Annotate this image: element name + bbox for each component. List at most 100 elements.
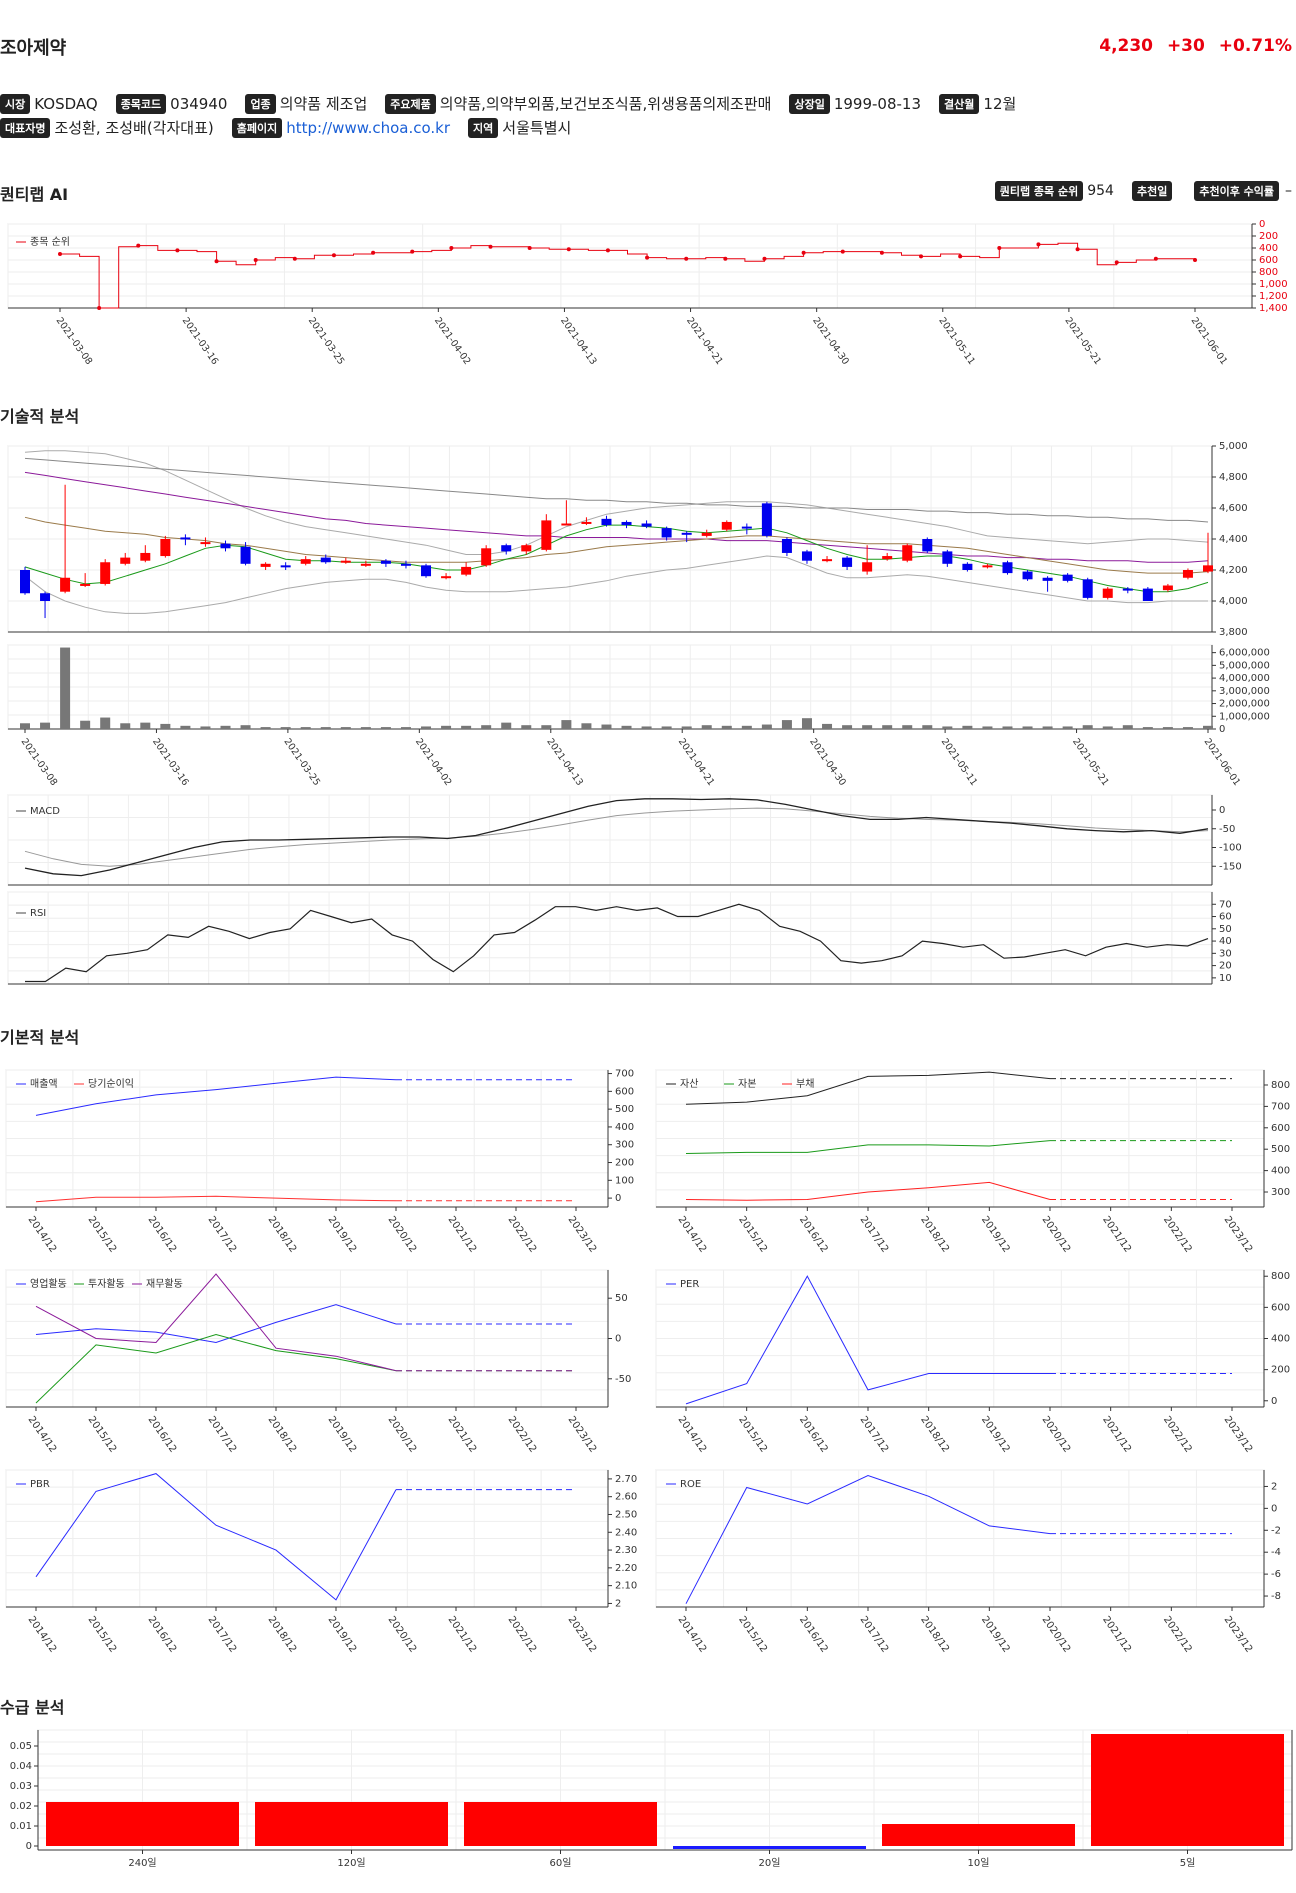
x-tick-label: 120일 (337, 1857, 365, 1869)
market-label: 시장 (0, 93, 31, 114)
candle-body (421, 565, 432, 577)
y-tick-label: 2 (1271, 1481, 1277, 1492)
candle-body (962, 563, 973, 570)
x-tick-label: 2015/12 (86, 1614, 119, 1654)
volume-bar (641, 726, 652, 729)
x-tick-label: 2022/12 (1161, 1214, 1194, 1254)
candle-body (822, 559, 833, 562)
candle-body (1022, 571, 1033, 580)
industry-label: 업종 (245, 93, 276, 114)
candle-body (761, 503, 772, 536)
series-line (35, 1195, 397, 1203)
rank-point (410, 249, 415, 254)
candle-body (1082, 579, 1093, 598)
volume-bar (882, 725, 893, 729)
volume-bar (320, 727, 331, 729)
rank-line (60, 242, 1196, 309)
y-tick-label: 2.70 (615, 1474, 637, 1485)
rank-point (958, 254, 963, 259)
y-tick-label: 50 (615, 1293, 628, 1304)
rank-point (292, 256, 297, 261)
y-tick-label: 30 (1219, 948, 1232, 959)
volume-bar (721, 725, 732, 729)
candle-body (842, 557, 853, 567)
volume-bar (20, 723, 30, 729)
x-tick-label: 2014/12 (26, 1414, 59, 1454)
cashflow-chart: -50 0 50 2014/12 2015/12 2016/12 2017/12 2018/1… (5, 1269, 631, 1455)
price-display: 4,230 +30 +0.71% (1091, 36, 1292, 56)
x-tick-label: 2021/12 (1100, 1414, 1133, 1454)
volume-bar (681, 726, 692, 729)
x-tick-label: 2017/12 (858, 1214, 891, 1254)
y-tick-label: -6 (1271, 1569, 1281, 1580)
candle-body (922, 539, 933, 552)
homepage-link[interactable]: http://www.choa.co.kr (286, 118, 451, 137)
y-tick-label: 0.01 (10, 1821, 32, 1832)
x-tick-label: 2019/12 (979, 1214, 1012, 1254)
volume-bar (441, 725, 452, 729)
x-tick-label: 2020/12 (386, 1414, 419, 1454)
candle-body (621, 521, 632, 526)
assets-chart: 300 400 500 600 700 800 2014/12 2015/12 2016/12 2… (655, 1069, 1290, 1255)
volume-bar (842, 725, 853, 729)
x-tick-label: 2021-04-13 (544, 736, 585, 788)
volume-bar (400, 727, 411, 729)
y-tick-label: -2 (1271, 1525, 1281, 1536)
volume-bar (781, 720, 792, 729)
x-tick-label: 2017/12 (858, 1414, 891, 1454)
x-tick-label: 2016/12 (146, 1414, 179, 1454)
volume-bar (1203, 725, 1213, 729)
x-tick-label: 2018/12 (266, 1414, 299, 1454)
volume-bar (220, 725, 231, 729)
listing-date-value: 1999-08-13 (833, 94, 922, 113)
volume-bar (1022, 726, 1033, 729)
rank-point (527, 246, 532, 250)
supply-bar (464, 1802, 657, 1846)
macd-signal-line (24, 807, 1209, 867)
legend-label: 매출액 (30, 1078, 58, 1090)
fiscal-month-label: 결산월 (939, 93, 980, 114)
y-tick-label: 6,000,000 (1219, 648, 1270, 659)
y-tick-label: 600 (1259, 255, 1278, 266)
x-tick-label: 2020/12 (1040, 1414, 1073, 1454)
x-tick-label: 2021-03-25 (281, 736, 322, 788)
rank-point (449, 246, 454, 250)
x-tick-label: 2020/12 (1040, 1614, 1073, 1654)
candle-body (581, 521, 592, 524)
legend-label: MACD (30, 806, 60, 817)
code-label: 종목코드 (115, 93, 167, 114)
legend-label: 당기순이익 (88, 1078, 134, 1090)
rank-point (488, 244, 493, 249)
rank-point (58, 252, 62, 256)
candle-body (681, 532, 692, 535)
volume-bar (601, 724, 612, 729)
x-tick-label: 10일 (968, 1857, 990, 1869)
y-tick-label: 40 (1219, 936, 1232, 947)
y-tick-label: 700 (615, 1069, 634, 1080)
volume-bar (1142, 727, 1153, 729)
candle-body (280, 565, 291, 568)
candle-body (1122, 588, 1133, 591)
x-tick-label: 60일 (550, 1857, 572, 1869)
x-tick-label: 2021-04-21 (676, 736, 717, 788)
legend-label: 투자활동 (88, 1277, 125, 1290)
x-tick-label: 2015/12 (86, 1214, 119, 1254)
y-tick-label: 4,000 (1219, 596, 1248, 607)
volume-bar (260, 727, 271, 729)
y-tick-label: 400 (1259, 243, 1278, 254)
x-tick-label: 2019/12 (979, 1614, 1012, 1654)
rank-point (331, 253, 336, 258)
x-tick-label: 2014/12 (676, 1214, 709, 1254)
x-tick-label: 2019/12 (326, 1414, 359, 1454)
candle-body (441, 576, 452, 579)
volume-bar (862, 725, 873, 729)
x-tick-label: 2021/12 (1100, 1614, 1133, 1654)
y-tick-label: 2.50 (615, 1509, 637, 1520)
y-tick-label: 800 (1271, 1080, 1290, 1091)
x-tick-label: 2021-03-16 (150, 736, 191, 788)
ma-gray (24, 457, 1209, 523)
x-tick-label: 2021-05-21 (1062, 315, 1103, 367)
macd-chart: -150 -100 -50 0 MACD (7, 794, 1242, 886)
